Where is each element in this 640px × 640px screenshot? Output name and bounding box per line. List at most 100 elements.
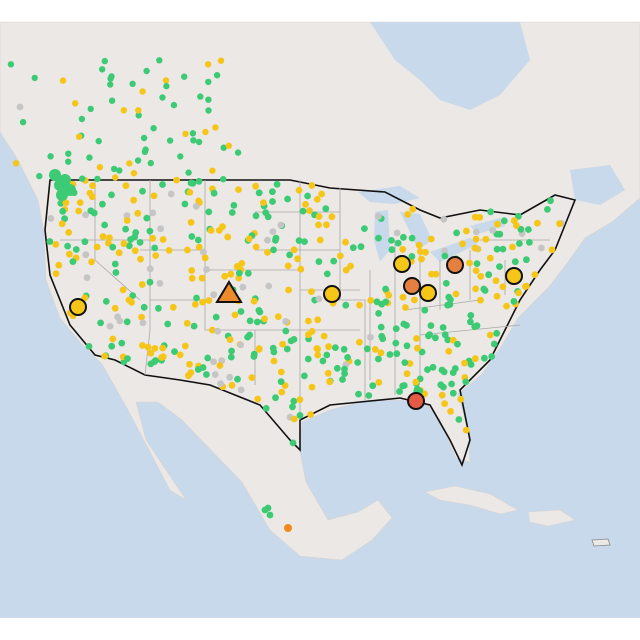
site-dot — [496, 263, 503, 270]
site-dot — [141, 148, 149, 156]
site-dot — [201, 254, 209, 262]
site-dot — [205, 208, 213, 216]
site-dot — [203, 371, 210, 378]
site-dot — [441, 400, 448, 407]
site-dot — [57, 199, 65, 207]
site-dot — [217, 380, 225, 388]
site-dot — [510, 217, 518, 225]
site-dot — [220, 176, 227, 183]
site-dot — [203, 266, 211, 273]
site-dot — [408, 234, 416, 242]
site-dot — [510, 298, 518, 305]
site-dot — [401, 359, 409, 366]
site-dot — [194, 366, 202, 373]
site-dot — [449, 389, 457, 397]
site-dot — [97, 319, 104, 327]
site-dot — [472, 228, 480, 236]
site-dot — [131, 247, 139, 255]
site-dot — [65, 229, 73, 236]
site-dot — [123, 212, 131, 220]
site-dot — [375, 310, 382, 317]
site-dot — [152, 252, 160, 259]
site-dot — [225, 142, 232, 149]
site-dot — [114, 313, 121, 321]
site-dot — [287, 337, 295, 345]
site-dot — [228, 381, 236, 389]
site-dot — [188, 274, 196, 282]
site-dot — [52, 241, 60, 248]
major-site — [69, 298, 87, 316]
site-dot — [481, 287, 489, 294]
site-dot — [273, 180, 281, 188]
site-dot — [139, 342, 146, 349]
site-dot — [315, 213, 323, 220]
site-dot — [314, 316, 322, 324]
site-dot — [482, 235, 490, 243]
site-dot — [260, 199, 267, 207]
site-dot — [403, 322, 410, 329]
site-dot — [130, 170, 138, 177]
site-dot — [126, 160, 133, 167]
site-dot — [296, 396, 304, 404]
site-dot — [424, 366, 431, 373]
site-dot — [164, 320, 172, 328]
site-dot — [283, 345, 291, 353]
site-dot — [107, 81, 114, 88]
site-dot — [112, 269, 120, 276]
site-dot — [315, 221, 322, 229]
site-dot — [313, 345, 321, 352]
site-dot — [112, 174, 119, 181]
site-dot — [81, 294, 89, 302]
site-dot — [199, 298, 207, 306]
site-dot — [385, 291, 393, 299]
site-dot — [252, 243, 260, 251]
site-dot — [441, 331, 449, 339]
site-dot — [120, 107, 128, 114]
site-dot — [294, 255, 301, 263]
site-dot — [440, 215, 448, 223]
site-dot — [473, 322, 481, 330]
site-dot — [363, 345, 371, 353]
site-dot — [403, 342, 411, 350]
site-dot — [190, 137, 197, 144]
site-dot — [279, 340, 287, 348]
site-dot — [265, 282, 273, 290]
site-dot — [290, 415, 298, 423]
site-dot — [248, 374, 256, 381]
site-dot — [122, 182, 130, 190]
site-dot — [252, 212, 260, 220]
site-dot — [318, 190, 325, 198]
site-dot — [227, 353, 235, 361]
site-dot — [422, 248, 429, 256]
site-dot — [523, 256, 530, 264]
site-dot — [282, 318, 290, 325]
site-dot — [375, 379, 383, 386]
site-dot — [108, 342, 116, 350]
site-dot — [209, 326, 216, 334]
site-dot — [457, 395, 465, 403]
markers — [7, 57, 565, 532]
site-dot — [355, 390, 362, 398]
site-dot — [361, 225, 368, 233]
site-dot — [266, 511, 274, 519]
site-dot — [159, 94, 166, 101]
site-dot — [492, 277, 500, 285]
site-dot — [65, 150, 72, 157]
site-dot — [453, 229, 460, 237]
site-dot — [214, 327, 222, 335]
site-dot — [151, 244, 159, 252]
site-dot — [193, 294, 200, 302]
site-dot — [72, 246, 80, 253]
site-dot — [302, 200, 309, 208]
site-dot — [255, 346, 263, 353]
site-dot — [52, 270, 60, 277]
site-dot — [228, 347, 236, 355]
major-site — [393, 255, 411, 273]
site-dot — [216, 362, 224, 369]
site-dot — [75, 133, 83, 140]
site-dot — [270, 357, 278, 365]
site-dot — [183, 319, 191, 327]
site-dot — [404, 211, 412, 218]
site-dot — [181, 342, 189, 350]
